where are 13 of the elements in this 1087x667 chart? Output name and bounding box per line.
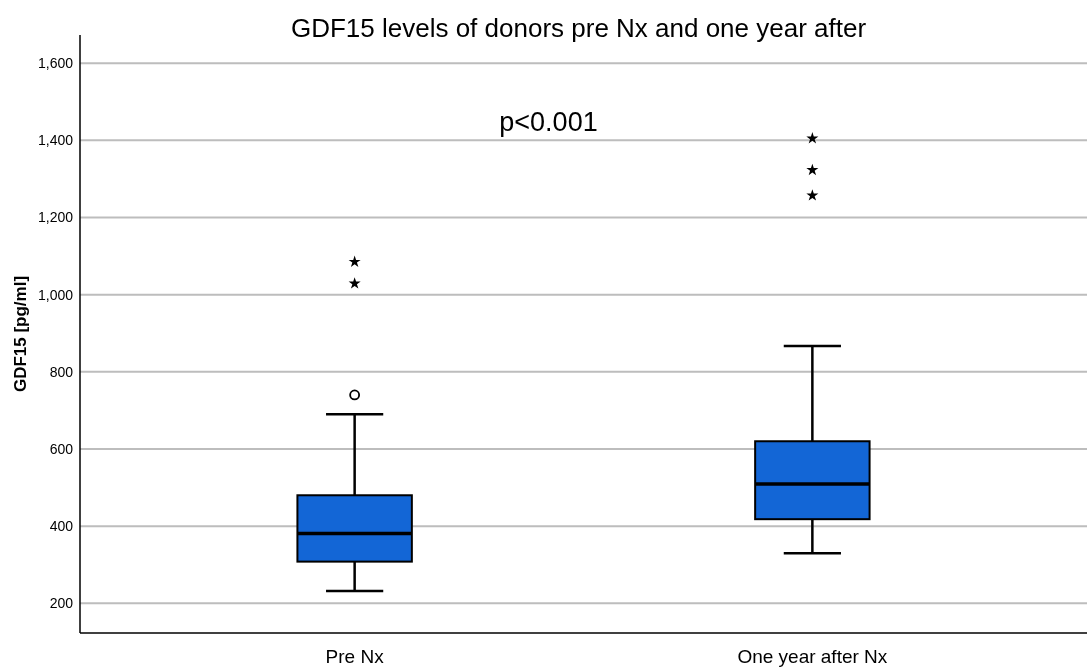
chart-title: GDF15 levels of donors pre Nx and one year after bbox=[290, 13, 867, 43]
x-tick-label: Pre Nx bbox=[325, 646, 385, 667]
y-tick-label: 1,200 bbox=[37, 209, 74, 226]
y-tick-label: 1,000 bbox=[37, 286, 74, 303]
y-tick-label: 1,400 bbox=[37, 132, 74, 149]
y-tick-label: 600 bbox=[49, 440, 74, 457]
y-axis-title: GDF15 [pg/ml] bbox=[11, 275, 30, 393]
y-tick-label: 1,600 bbox=[37, 55, 74, 72]
x-tick-label: One year after Nx bbox=[737, 646, 888, 667]
y-tick-label: 800 bbox=[49, 363, 74, 380]
y-tick-label: 400 bbox=[49, 518, 74, 535]
y-tick-label: 200 bbox=[49, 595, 74, 612]
annotation: p<0.001 bbox=[499, 107, 598, 137]
